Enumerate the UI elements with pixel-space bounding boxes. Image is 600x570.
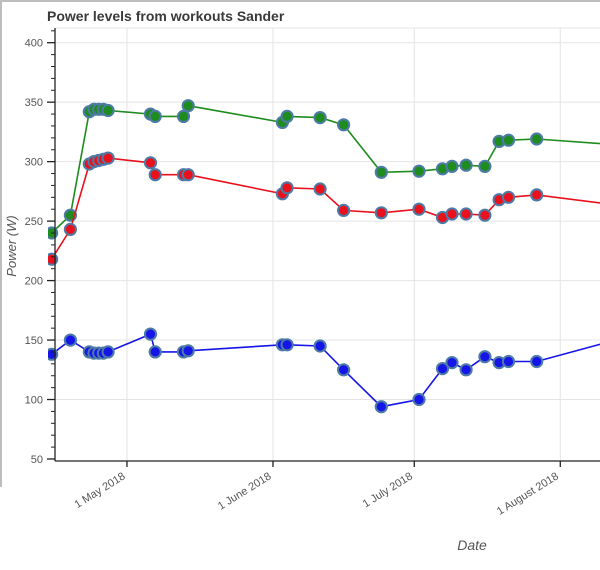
data-point-red[interactable] xyxy=(101,151,115,165)
series-blue-markers xyxy=(48,327,544,414)
y-tick-label: 300 xyxy=(25,157,43,169)
data-point-red[interactable] xyxy=(445,207,459,221)
y-axis-title: Power (W) xyxy=(4,215,19,277)
series-red-markers xyxy=(48,151,544,266)
data-point-green[interactable] xyxy=(148,109,162,124)
data-point-blue[interactable] xyxy=(148,345,162,359)
data-point-blue[interactable] xyxy=(412,392,426,407)
data-point-blue[interactable] xyxy=(530,354,544,369)
data-point-blue[interactable] xyxy=(445,356,459,370)
y-tick-label: 250 xyxy=(25,216,43,228)
data-point-green[interactable] xyxy=(530,132,544,146)
x-axis-title: Date xyxy=(457,537,487,553)
data-point-blue[interactable] xyxy=(374,400,388,414)
y-tick-label: 350 xyxy=(25,97,43,109)
data-point-green[interactable] xyxy=(374,165,388,179)
data-point-red[interactable] xyxy=(478,208,492,222)
data-point-red[interactable] xyxy=(63,222,78,236)
y-tick-label: 50 xyxy=(31,454,43,466)
data-point-red[interactable] xyxy=(181,168,195,182)
chart-title: Power levels from workouts Sander xyxy=(47,8,285,24)
gridlines xyxy=(55,27,600,461)
data-point-green[interactable] xyxy=(101,103,115,118)
data-point-red[interactable] xyxy=(459,207,473,221)
y-tick-label: 100 xyxy=(25,395,43,407)
window-border-top xyxy=(0,0,600,2)
data-point-green[interactable] xyxy=(176,109,191,124)
y-tick-label: 150 xyxy=(25,335,43,347)
data-point-green[interactable] xyxy=(181,99,195,113)
data-point-blue[interactable] xyxy=(280,338,294,352)
data-point-green[interactable] xyxy=(280,109,294,124)
y-tick-label: 400 xyxy=(25,38,43,50)
data-point-green[interactable] xyxy=(478,159,492,173)
data-point-red[interactable] xyxy=(337,203,351,217)
y-tick-label: 200 xyxy=(25,276,43,288)
data-point-red[interactable] xyxy=(530,188,544,202)
data-point-green[interactable] xyxy=(412,164,426,178)
window-border-left xyxy=(0,0,2,487)
plot-area xyxy=(48,99,600,414)
data-point-blue[interactable] xyxy=(313,339,327,353)
data-point-green[interactable] xyxy=(337,118,351,132)
series-red-line xyxy=(50,157,600,260)
x-tick-label: 1 July 2018 xyxy=(361,470,415,510)
data-point-green[interactable] xyxy=(459,158,473,172)
x-tick-label: 1 August 2018 xyxy=(495,470,561,517)
data-point-blue[interactable] xyxy=(435,362,450,376)
data-point-red[interactable] xyxy=(374,206,388,220)
data-point-blue[interactable] xyxy=(181,344,195,358)
data-point-green[interactable] xyxy=(313,111,327,125)
data-point-blue[interactable] xyxy=(101,345,115,359)
x-tick-label: 1 May 2018 xyxy=(72,470,127,511)
data-point-blue[interactable] xyxy=(63,333,78,347)
data-point-green[interactable] xyxy=(501,133,516,147)
data-point-red[interactable] xyxy=(143,156,158,170)
series-green-line xyxy=(51,104,600,234)
data-point-blue[interactable] xyxy=(337,363,351,377)
data-point-red[interactable] xyxy=(412,202,426,216)
data-point-red[interactable] xyxy=(148,168,162,182)
series-green-markers xyxy=(48,99,544,240)
data-point-green[interactable] xyxy=(445,159,459,173)
x-tick-label: 1 June 2018 xyxy=(216,470,274,512)
data-point-blue[interactable] xyxy=(478,350,492,364)
data-point-blue[interactable] xyxy=(143,327,158,341)
data-point-blue[interactable] xyxy=(459,363,473,377)
axes: 400 350 300 250 200 150 100 50 1 May 2018 1 June … xyxy=(25,28,600,518)
data-point-red[interactable] xyxy=(280,181,294,195)
data-point-red[interactable] xyxy=(313,182,327,196)
data-point-red[interactable] xyxy=(501,190,516,204)
data-point-blue[interactable] xyxy=(501,354,516,369)
